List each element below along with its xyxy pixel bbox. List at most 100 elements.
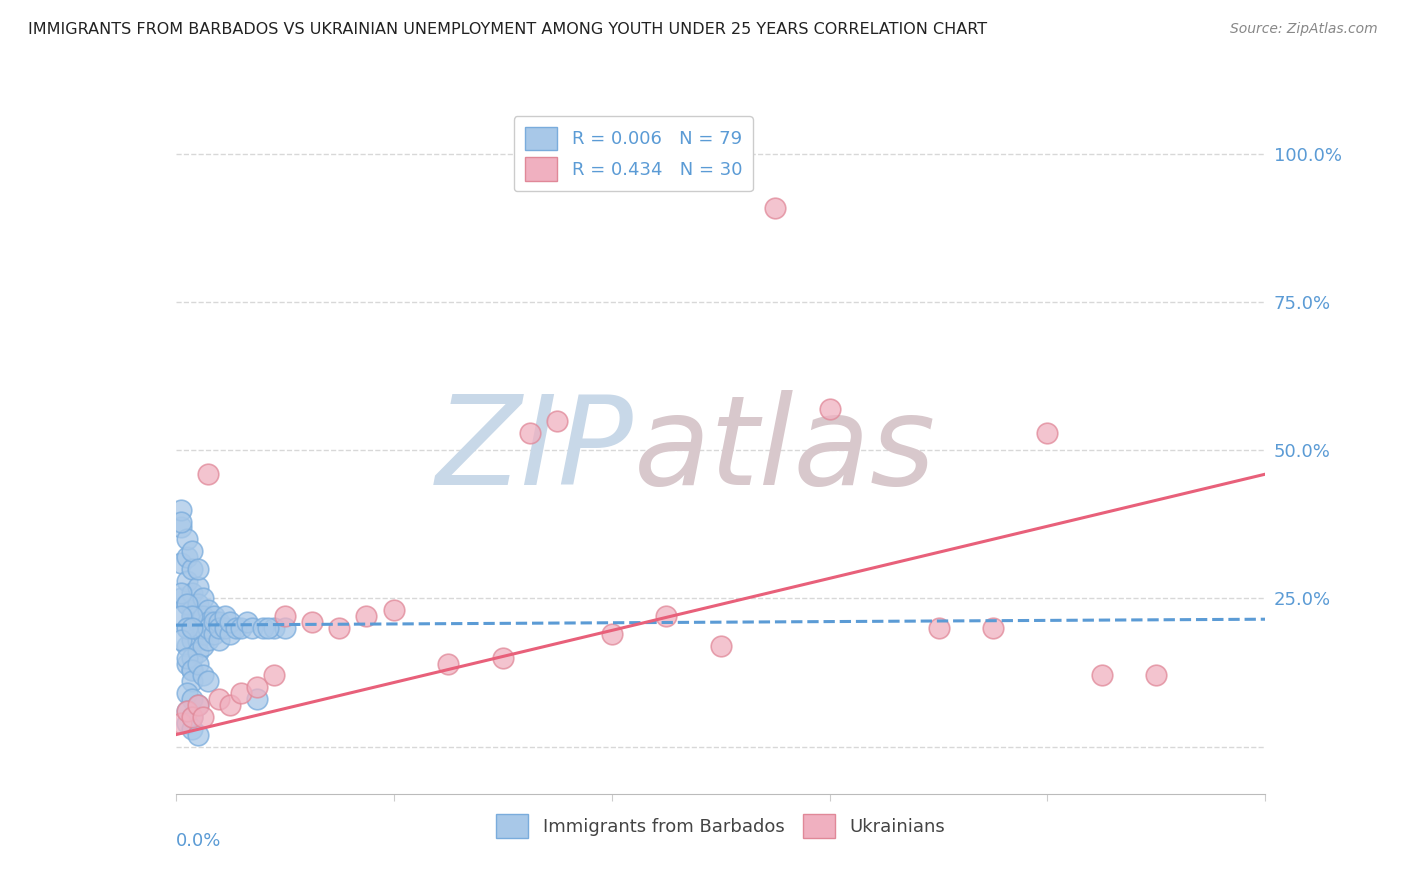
Point — [246, 692, 269, 706]
Point — [176, 686, 198, 700]
Point — [181, 710, 204, 724]
Point — [981, 621, 1004, 635]
Point — [208, 632, 231, 647]
Point — [356, 609, 378, 624]
Point — [191, 621, 214, 635]
Point — [219, 627, 242, 641]
Point — [202, 609, 225, 624]
Point — [170, 715, 193, 730]
Point — [176, 533, 198, 547]
Point — [818, 402, 841, 417]
Point — [186, 562, 209, 576]
Point — [382, 603, 405, 617]
Point — [176, 598, 198, 612]
Point — [208, 615, 231, 630]
Point — [197, 467, 219, 482]
Point — [1144, 668, 1167, 682]
Point — [181, 710, 204, 724]
Point — [181, 632, 204, 647]
Point — [176, 639, 198, 653]
Point — [181, 585, 204, 599]
Point — [219, 698, 242, 712]
Point — [301, 615, 323, 630]
Point — [181, 650, 204, 665]
Point — [170, 591, 193, 606]
Point — [1091, 668, 1114, 682]
Point — [274, 621, 297, 635]
Point — [176, 715, 198, 730]
Point — [1036, 425, 1059, 440]
Point — [181, 544, 204, 558]
Point — [191, 609, 214, 624]
Point — [763, 201, 786, 215]
Point — [186, 728, 209, 742]
Point — [176, 598, 198, 612]
Point — [181, 674, 204, 689]
Point — [263, 668, 285, 682]
Point — [274, 609, 297, 624]
Point — [186, 580, 209, 594]
Point — [208, 692, 231, 706]
Point — [181, 692, 204, 706]
Point — [197, 615, 219, 630]
Legend: Immigrants from Barbados, Ukrainians: Immigrants from Barbados, Ukrainians — [486, 805, 955, 847]
Point — [181, 603, 204, 617]
Point — [176, 574, 198, 588]
Point — [181, 722, 204, 736]
Point — [191, 639, 214, 653]
Point — [214, 609, 236, 624]
Point — [191, 710, 214, 724]
Point — [170, 556, 193, 570]
Point — [252, 621, 274, 635]
Point — [170, 609, 193, 624]
Point — [186, 698, 209, 712]
Point — [176, 704, 198, 718]
Point — [492, 650, 515, 665]
Point — [202, 627, 225, 641]
Point — [263, 621, 285, 635]
Point — [191, 627, 214, 641]
Point — [176, 621, 198, 635]
Point — [186, 645, 209, 659]
Point — [181, 663, 204, 677]
Point — [246, 681, 269, 695]
Point — [191, 591, 214, 606]
Point — [197, 603, 219, 617]
Text: IMMIGRANTS FROM BARBADOS VS UKRAINIAN UNEMPLOYMENT AMONG YOUTH UNDER 25 YEARS CO: IMMIGRANTS FROM BARBADOS VS UKRAINIAN UN… — [28, 22, 987, 37]
Point — [186, 615, 209, 630]
Point — [181, 562, 204, 576]
Point — [176, 657, 198, 671]
Point — [186, 609, 209, 624]
Point — [170, 520, 193, 534]
Text: Source: ZipAtlas.com: Source: ZipAtlas.com — [1230, 22, 1378, 37]
Point — [170, 515, 193, 529]
Point — [928, 621, 950, 635]
Point — [328, 621, 350, 635]
Point — [186, 657, 209, 671]
Point — [202, 615, 225, 630]
Point — [176, 704, 198, 718]
Point — [176, 650, 198, 665]
Text: 0.0%: 0.0% — [176, 831, 221, 850]
Point — [197, 621, 219, 635]
Point — [225, 621, 247, 635]
Point — [197, 674, 219, 689]
Point — [197, 632, 219, 647]
Point — [240, 621, 263, 635]
Point — [170, 632, 193, 647]
Point — [257, 621, 280, 635]
Text: ZIP: ZIP — [436, 390, 633, 511]
Point — [170, 585, 193, 599]
Point — [181, 609, 204, 624]
Point — [710, 639, 733, 653]
Point — [186, 698, 209, 712]
Point — [219, 615, 242, 630]
Point — [181, 663, 204, 677]
Point — [437, 657, 460, 671]
Point — [214, 621, 236, 635]
Point — [519, 425, 541, 440]
Point — [546, 414, 568, 428]
Point — [600, 627, 623, 641]
Point — [235, 615, 257, 630]
Point — [186, 632, 209, 647]
